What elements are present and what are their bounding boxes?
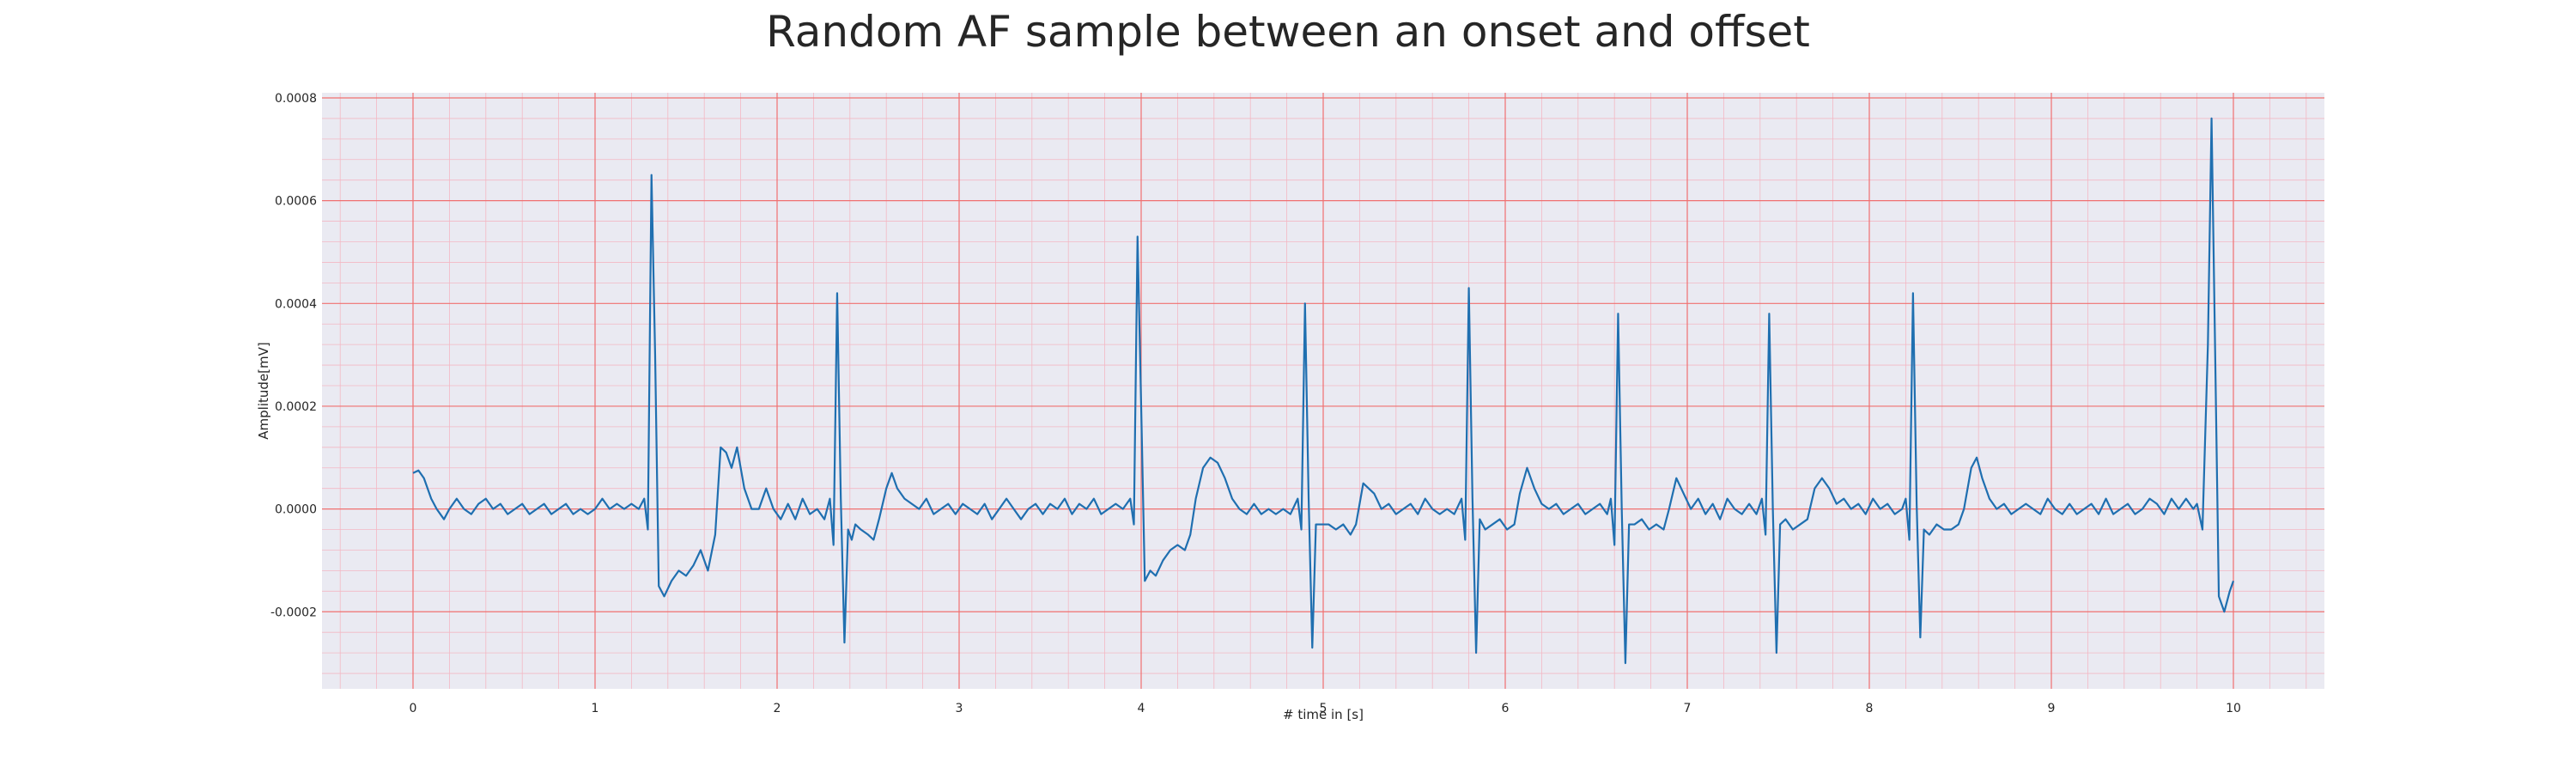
y-tick-label: 0.0000 bbox=[275, 503, 317, 517]
y-tick-labels: -0.0002 0.0000 0.0002 0.0004 0.0006 0.0008 bbox=[270, 92, 317, 619]
x-tick-label: 7 bbox=[1684, 702, 1692, 715]
x-tick-label: 1 bbox=[592, 702, 599, 715]
x-tick-label: 0 bbox=[410, 702, 417, 715]
ecg-series-line bbox=[412, 117, 2235, 665]
x-axis-label: # time in [s] bbox=[1283, 707, 1364, 722]
y-tick-label: 0.0004 bbox=[275, 297, 317, 311]
y-tick-label: 0.0006 bbox=[275, 195, 317, 209]
x-tick-label: 10 bbox=[2226, 702, 2241, 715]
x-tick-labels: 0 1 2 3 4 5 6 7 8 9 10 bbox=[410, 702, 2241, 715]
x-tick-label: 4 bbox=[1138, 702, 1145, 715]
y-axis-label: Amplitude[mV] bbox=[256, 342, 271, 439]
x-tick-label: 3 bbox=[956, 702, 963, 715]
x-tick-label: 5 bbox=[1320, 702, 1327, 715]
chart-title: Random AF sample between an onset and of… bbox=[766, 7, 1810, 57]
x-tick-label: 8 bbox=[1866, 702, 1874, 715]
y-tick-label: 0.0002 bbox=[275, 400, 317, 414]
y-tick-label: -0.0002 bbox=[270, 606, 317, 619]
x-tick-label: 2 bbox=[774, 702, 781, 715]
x-tick-label: 9 bbox=[2048, 702, 2056, 715]
y-tick-label: 0.0008 bbox=[275, 92, 317, 106]
x-tick-label: 6 bbox=[1502, 702, 1510, 715]
